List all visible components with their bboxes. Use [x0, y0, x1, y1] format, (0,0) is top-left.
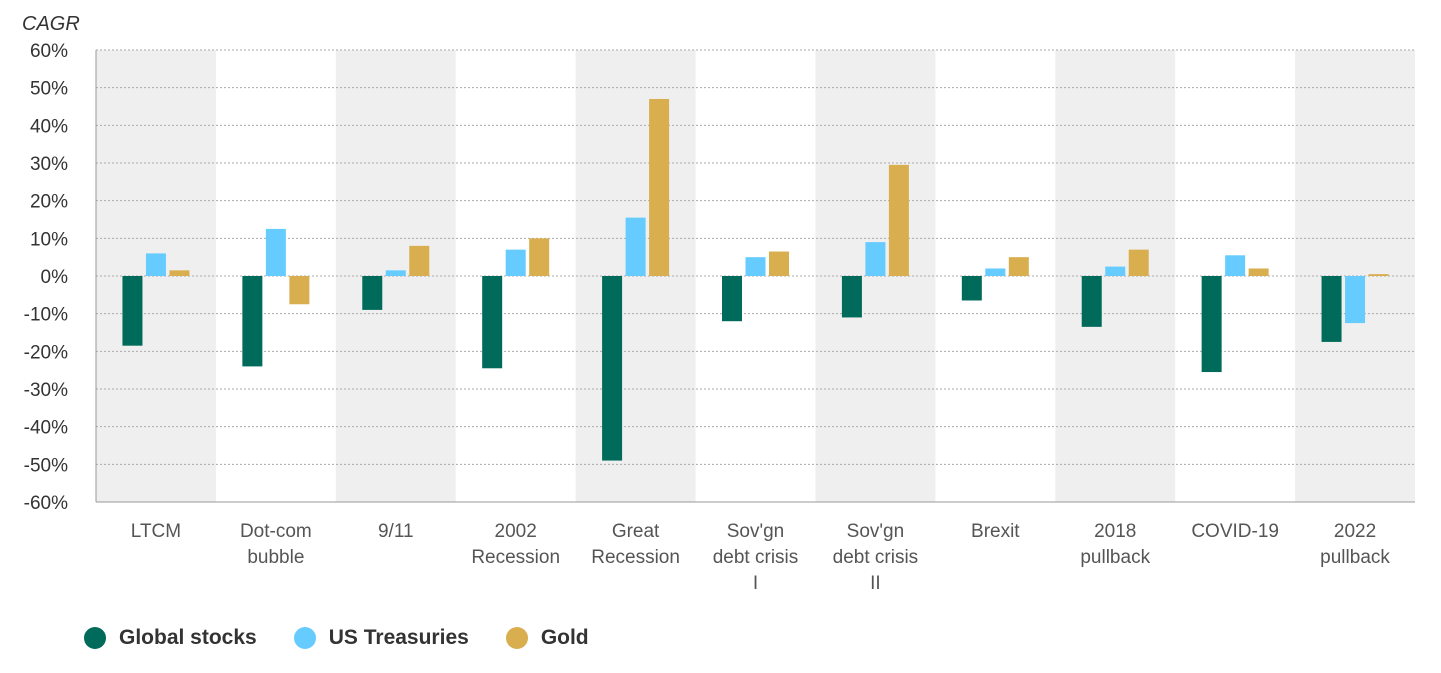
- y-tick-label: -20%: [24, 342, 68, 363]
- legend: Global stocks US Treasuries Gold: [84, 626, 626, 650]
- bar-us-treasuries: [1345, 276, 1366, 324]
- legend-swatch-us-treasuries: [293, 627, 316, 649]
- x-tick-label: Recession: [471, 547, 560, 568]
- x-tick-label: Brexit: [971, 521, 1020, 542]
- bar-global-stocks: [1321, 276, 1342, 342]
- bar-global-stocks: [362, 276, 383, 310]
- bar-global-stocks: [602, 276, 623, 461]
- bar-us-treasuries: [865, 242, 886, 276]
- legend-swatch-global-stocks: [84, 627, 106, 649]
- bar-global-stocks: [841, 276, 862, 318]
- y-tick-label: -10%: [24, 305, 68, 326]
- bar-us-treasuries: [625, 217, 646, 276]
- bar-gold: [409, 245, 430, 276]
- bar-us-treasuries: [985, 268, 1006, 276]
- bar-gold: [169, 270, 190, 276]
- y-tick-labels: 60% 50% 40% 30% 20% 10% 0% -10% -20% -30% -40% -50%…: [24, 41, 68, 514]
- y-tick-label: 20%: [30, 192, 68, 213]
- bar-us-treasuries: [145, 253, 166, 276]
- y-tick-label: 40%: [30, 116, 68, 137]
- bar-gold: [1128, 249, 1149, 276]
- x-tick-label: Dot-com: [240, 521, 312, 542]
- bar-us-treasuries: [505, 249, 526, 276]
- legend-label-gold: Gold: [540, 626, 589, 649]
- x-tick-label: Sov'gn: [847, 521, 905, 542]
- y-tick-label: 10%: [30, 229, 68, 250]
- bar-gold: [649, 98, 670, 276]
- gridlines: [95, 49, 1415, 503]
- y-tick-label: 50%: [30, 79, 68, 100]
- legend-item-gold: Gold: [505, 626, 589, 650]
- bar-us-treasuries: [745, 257, 766, 276]
- y-tick-label: -40%: [24, 418, 68, 439]
- y-tick-label: 0%: [41, 267, 69, 288]
- x-tick-label: debt crisis: [713, 547, 799, 568]
- bar-gold: [769, 251, 789, 276]
- bar-gold: [888, 164, 909, 276]
- x-tick-label: 9/11: [378, 521, 414, 542]
- legend-label-us-treasuries: US Treasuries: [328, 626, 469, 649]
- legend-item-global-stocks: Global stocks: [84, 626, 257, 650]
- x-tick-label: II: [870, 573, 881, 594]
- y-tick-label: -50%: [24, 455, 68, 476]
- x-tick-label: pullback: [1080, 547, 1150, 568]
- bar-us-treasuries: [385, 270, 406, 276]
- y-axis-title: CAGR: [22, 13, 80, 35]
- bar-global-stocks: [242, 276, 263, 367]
- bar-global-stocks: [122, 276, 143, 346]
- x-tick-label: I: [753, 573, 758, 594]
- bars: [122, 98, 1389, 461]
- y-tick-label: 60%: [30, 41, 68, 62]
- bar-global-stocks: [482, 276, 503, 369]
- legend-swatch-gold: [505, 627, 528, 649]
- x-tick-label: pullback: [1320, 547, 1390, 568]
- x-tick-label: LTCM: [131, 521, 181, 542]
- bar-global-stocks: [1081, 276, 1102, 327]
- bar-global-stocks: [961, 276, 982, 301]
- y-tick-label: -30%: [24, 380, 68, 401]
- legend-label-global-stocks: Global stocks: [119, 626, 257, 649]
- bar-global-stocks: [1201, 276, 1222, 373]
- x-tick-label: bubble: [247, 547, 304, 568]
- bar-gold: [289, 276, 310, 305]
- bar-us-treasuries: [265, 228, 286, 276]
- bar-us-treasuries: [1105, 266, 1126, 276]
- x-tick-label: 2002: [495, 521, 537, 542]
- x-tick-labels: LTCM Dot-com bubble 9/11 2002 Recession Great R…: [131, 521, 1391, 594]
- legend-item-us-treasuries: US Treasuries: [293, 626, 469, 650]
- bar-gold: [1008, 257, 1029, 276]
- x-tick-label: Great: [612, 521, 660, 542]
- x-tick-label: COVID-19: [1191, 521, 1279, 542]
- bar-us-treasuries: [1225, 255, 1246, 276]
- x-tick-label: Sov'gn: [727, 521, 785, 542]
- bar-gold: [1368, 274, 1389, 276]
- x-tick-label: Recession: [591, 547, 680, 568]
- chart: 60% 50% 40% 30% 20% 10% 0% -10% -20% -30% -40% -50%…: [22, 13, 1415, 594]
- x-tick-label: 2022: [1334, 521, 1376, 542]
- x-tick-label: 2018: [1094, 521, 1136, 542]
- y-tick-label: -60%: [24, 493, 68, 514]
- bar-global-stocks: [722, 276, 742, 322]
- bar-gold: [529, 238, 550, 276]
- bar-gold: [1248, 268, 1269, 276]
- y-tick-label: 30%: [30, 154, 68, 175]
- x-tick-label: debt crisis: [833, 547, 919, 568]
